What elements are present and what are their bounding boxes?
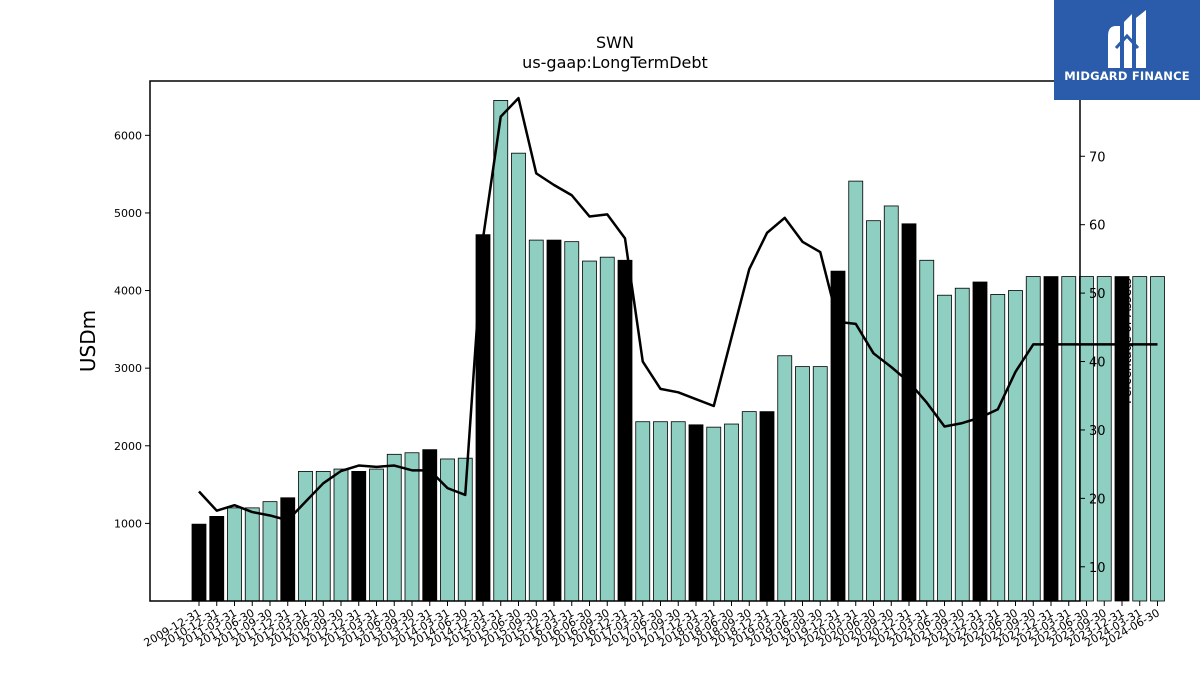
y-tick-label: 2000 — [114, 440, 142, 453]
y-tick-label: 1000 — [114, 517, 142, 530]
y-tick-label: 4000 — [114, 285, 142, 298]
bar-2020-03-31 — [848, 180, 864, 602]
x-axis-ticks: 2009-12-312010-12-312011-03-312011-06-30… — [142, 601, 1162, 650]
bar-2022-12-31 — [1043, 276, 1059, 602]
bar-2019-06-30 — [795, 366, 810, 602]
bar-2013-06-30 — [386, 453, 402, 602]
bar-2023-03-31 — [1061, 276, 1077, 602]
bar-2018-09-30 — [741, 411, 757, 602]
bar-2017-03-31 — [635, 421, 651, 602]
y2-axis-ticks: 10 20 30 40 50 60 70 — [1080, 150, 1106, 576]
y2-tick-label: 70 — [1089, 150, 1106, 165]
bar-2012-06-30 — [315, 470, 331, 602]
y-axis-label: USDm — [76, 310, 100, 372]
y-axis-ticks: 1000 2000 3000 4000 5000 6000 — [114, 129, 150, 530]
bar-2019-03-31 — [777, 355, 793, 602]
y-tick-label: 6000 — [114, 129, 142, 142]
bar-2018-03-31 — [706, 426, 722, 602]
bar-2021-09-30 — [954, 287, 970, 602]
percentage-line — [198, 96, 1158, 522]
bar-2016-12-31 — [617, 259, 633, 602]
chart-subtitle: us-gaap:LongTermDebt — [522, 53, 708, 72]
chart-title: SWN — [596, 33, 634, 52]
y2-tick-label: 20 — [1089, 492, 1106, 507]
bar-2014-03-31 — [440, 458, 455, 602]
y2-tick-label: 10 — [1089, 561, 1106, 576]
bar-2011-12-31 — [280, 497, 296, 602]
bar-2017-12-31 — [688, 424, 704, 602]
bar-2010-12-31 — [209, 516, 225, 602]
y2-tick-label: 30 — [1089, 424, 1106, 439]
percentage-line-series — [198, 96, 1158, 522]
bar-2018-06-30 — [724, 423, 739, 602]
logo-text: MIDGARD FINANCE — [1064, 69, 1190, 83]
bar-2020-09-30 — [883, 205, 899, 602]
bar-2018-12-31 — [759, 411, 775, 602]
bar-2016-09-30 — [599, 256, 615, 602]
bar-2022-09-30 — [1025, 276, 1041, 602]
bar-2019-09-30 — [812, 366, 828, 602]
bar-2015-03-31 — [493, 100, 509, 602]
bar-2021-12-31 — [972, 281, 988, 602]
bar-2021-06-30 — [937, 294, 952, 602]
bar-2015-09-30 — [528, 239, 544, 602]
bar-2015-06-30 — [511, 152, 526, 602]
midgard-m-logo-icon — [1108, 10, 1146, 68]
y-tick-label: 5000 — [114, 207, 142, 220]
bar-2012-12-31 — [351, 470, 367, 602]
bar-2013-09-30 — [404, 452, 420, 602]
bar-2022-06-30 — [1008, 290, 1023, 602]
bar-2013-12-31 — [422, 449, 438, 602]
bar-2013-03-31 — [369, 468, 384, 602]
bar-2012-09-30 — [333, 468, 349, 602]
bar-2017-06-30 — [653, 421, 668, 602]
bar-2016-03-31 — [564, 241, 580, 602]
bar-2024-06-30 — [1150, 276, 1165, 602]
bar-2020-12-31 — [901, 223, 917, 602]
bar-2011-03-31 — [227, 507, 242, 602]
bar-2012-03-31 — [298, 470, 313, 602]
midgard-finance-logo: MIDGARD FINANCE — [1054, 0, 1200, 100]
plot-frame — [149, 80, 1081, 602]
bar-2022-03-31 — [990, 294, 1006, 602]
y2-tick-label: 40 — [1089, 356, 1106, 371]
bar-2017-09-30 — [670, 421, 686, 602]
bar-2009-12-31 — [191, 523, 207, 602]
bar-2016-06-30 — [582, 260, 597, 602]
bar-2014-12-31 — [475, 234, 491, 602]
bar-2020-06-30 — [866, 220, 881, 602]
bar-2023-12-31 — [1114, 276, 1130, 602]
bar-2015-12-31 — [546, 239, 562, 602]
bar-2021-03-31 — [919, 259, 935, 602]
bar-2011-06-30 — [244, 507, 260, 602]
y2-tick-label: 50 — [1089, 287, 1106, 302]
y-tick-label: 3000 — [114, 362, 142, 375]
bar-series — [191, 100, 1165, 602]
y2-tick-label: 60 — [1089, 219, 1106, 234]
bar-2024-03-31 — [1132, 276, 1148, 602]
